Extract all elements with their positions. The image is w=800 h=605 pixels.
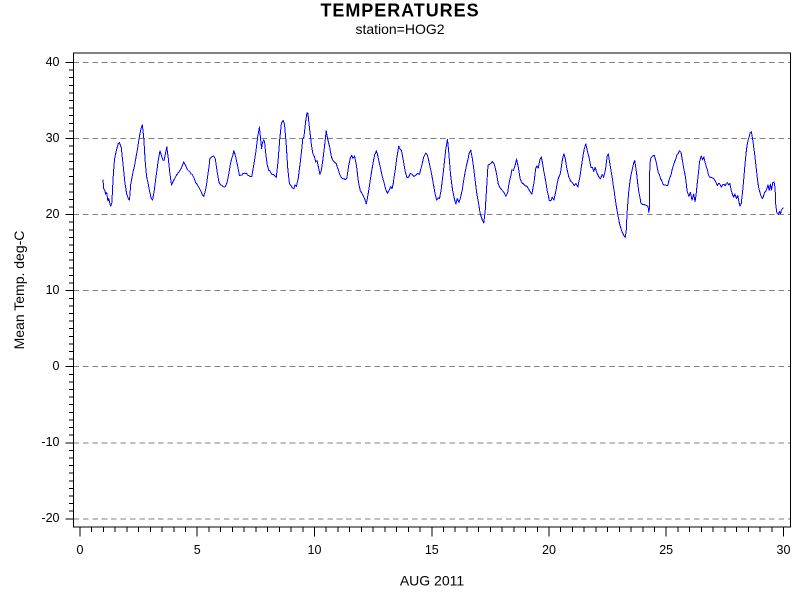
svg-text:25: 25: [659, 543, 673, 557]
svg-text:station=HOG2: station=HOG2: [355, 21, 444, 37]
svg-text:20: 20: [46, 207, 60, 221]
svg-text:10: 10: [46, 283, 60, 297]
svg-text:0: 0: [53, 359, 60, 373]
svg-text:-20: -20: [41, 511, 59, 525]
svg-text:20: 20: [542, 543, 556, 557]
svg-text:15: 15: [425, 543, 439, 557]
svg-text:5: 5: [194, 543, 201, 557]
svg-text:30: 30: [777, 543, 791, 557]
svg-text:30: 30: [46, 131, 60, 145]
svg-text:10: 10: [308, 543, 322, 557]
svg-text:-10: -10: [41, 435, 59, 449]
svg-text:TEMPERATURES: TEMPERATURES: [320, 1, 479, 21]
svg-text:40: 40: [46, 55, 60, 69]
svg-text:Mean Temp. deg-C: Mean Temp. deg-C: [11, 231, 27, 350]
svg-text:AUG 2011: AUG 2011: [400, 573, 465, 589]
svg-text:0: 0: [77, 543, 84, 557]
